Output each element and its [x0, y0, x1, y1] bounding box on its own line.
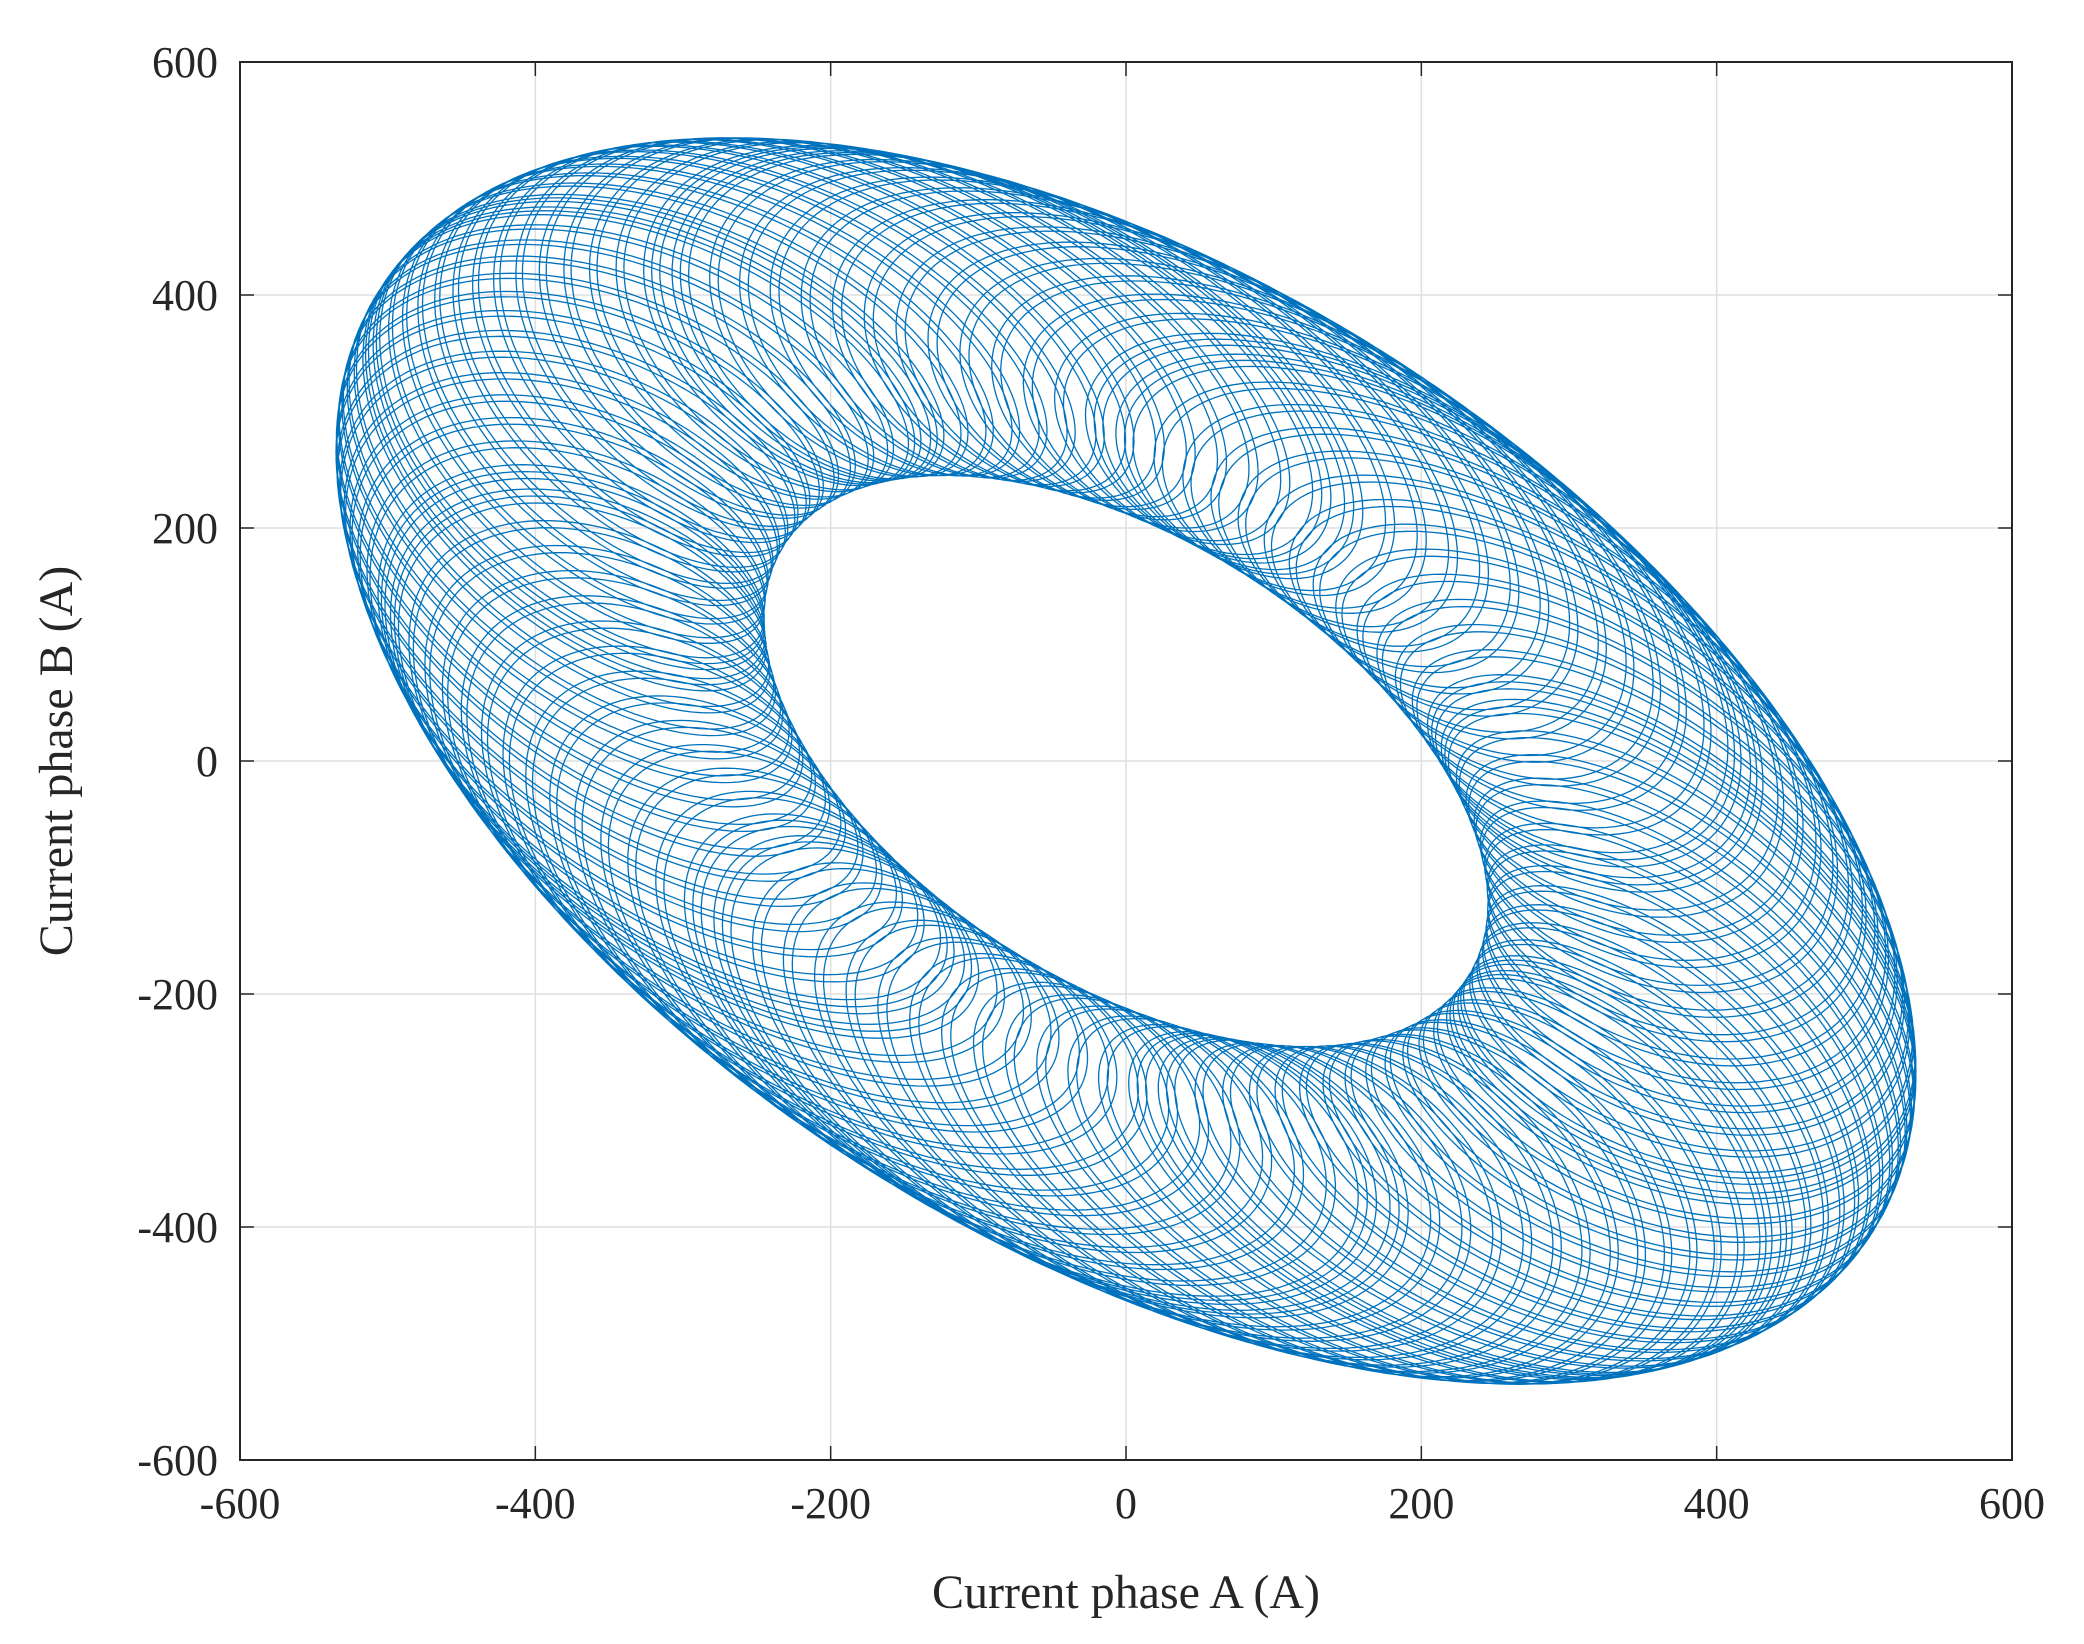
- x-tick-label: 0: [1115, 1479, 1137, 1528]
- x-tick-label: -400: [495, 1479, 576, 1528]
- y-tick-label: 600: [152, 38, 218, 87]
- x-axis-label: Current phase A (A): [932, 1566, 1320, 1619]
- y-tick-label: -600: [137, 1436, 218, 1485]
- y-tick-labels: -600 -400 -200 0 200 400 600: [137, 38, 218, 1485]
- x-tick-label: 600: [1979, 1479, 2045, 1528]
- tick-marks: [239, 61, 2013, 1461]
- y-tick-label: -400: [137, 1203, 218, 1252]
- x-tick-label: 400: [1684, 1479, 1750, 1528]
- trajectory-line: [335, 137, 1917, 1385]
- grid-lines: [240, 62, 2012, 1460]
- x-tick-labels: -600 -400 -200 0 200 400 600: [200, 1479, 2045, 1528]
- y-tick-label: -200: [137, 970, 218, 1019]
- y-tick-label: 400: [152, 271, 218, 320]
- trajectory-series: [335, 137, 1917, 1385]
- x-tick-label: 200: [1388, 1479, 1454, 1528]
- y-axis-label: Current phase B (A): [30, 566, 83, 957]
- y-tick-label: 200: [152, 504, 218, 553]
- x-tick-label: -600: [200, 1479, 281, 1528]
- x-tick-label: -200: [790, 1479, 871, 1528]
- y-tick-label: 0: [196, 737, 218, 786]
